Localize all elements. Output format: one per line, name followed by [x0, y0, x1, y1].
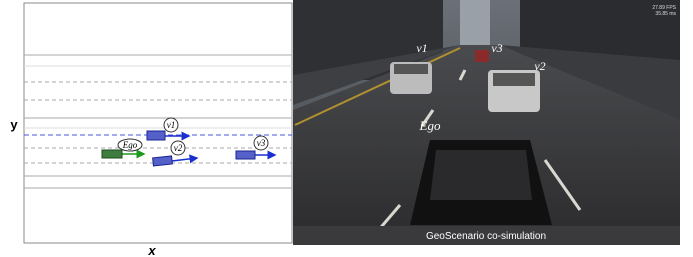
car-ego — [410, 140, 552, 225]
figure: y x v1 Ego v2 v3 — [0, 0, 693, 257]
car-v1 — [390, 62, 432, 94]
x-axis-label: x — [147, 243, 156, 257]
road-diagram: y x v1 Ego v2 v3 — [10, 3, 292, 257]
scene-label: v3 — [491, 41, 502, 55]
car-v2 — [488, 70, 540, 112]
car-v3 — [475, 50, 489, 62]
vehicle-label: v1 — [167, 120, 176, 130]
simulation-view: v1 v3 v2 Ego 27.89 FPS 35.85 ms GeoScena… — [293, 0, 680, 245]
vehicle-label: v2 — [174, 143, 183, 153]
scene-label: Ego — [419, 118, 441, 133]
vehicle-label: v3 — [257, 138, 266, 148]
scene-label: v2 — [534, 59, 545, 73]
frame-time: 35.85 ms — [655, 11, 676, 17]
y-axis-label: y — [10, 117, 18, 132]
vehicle-label: Ego — [122, 140, 138, 150]
diagram-frame — [24, 3, 292, 243]
scene-label: v1 — [416, 41, 427, 55]
caption: GeoScenario co-simulation — [426, 231, 546, 242]
